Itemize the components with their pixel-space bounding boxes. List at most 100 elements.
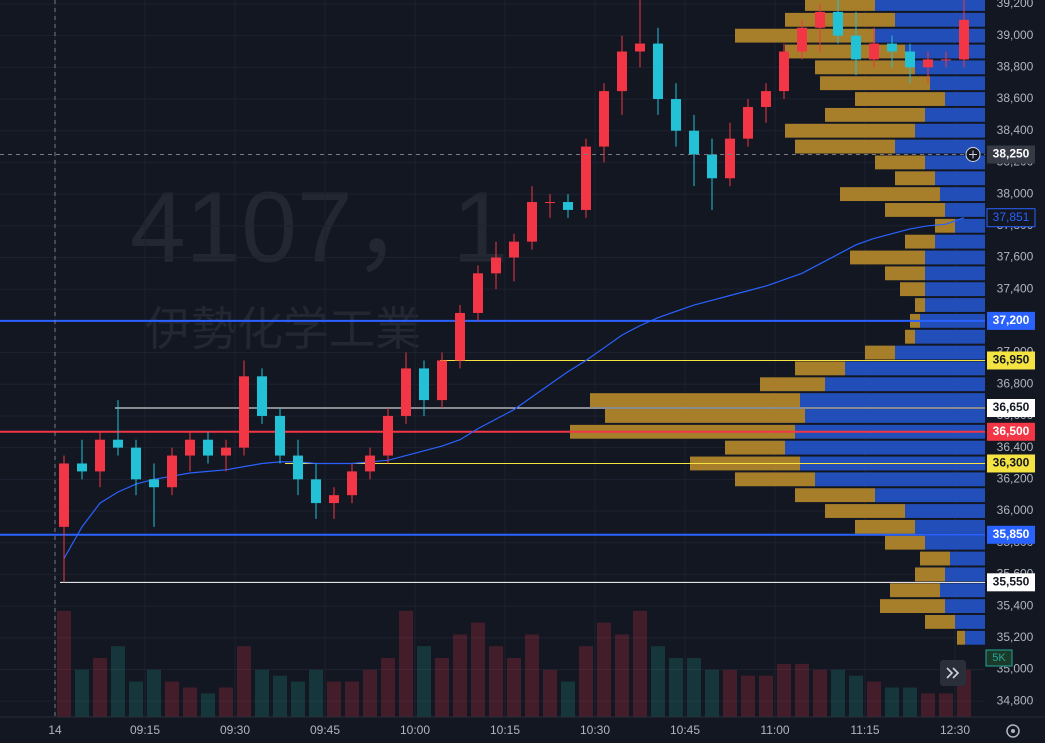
profile-blue (905, 44, 985, 59)
profile-blue (815, 472, 985, 487)
volume-bar (723, 669, 737, 717)
profile-blue (895, 139, 985, 154)
candle-body (509, 241, 519, 258)
volume-tick-box (985, 649, 1013, 667)
volume-bar (849, 675, 863, 717)
profile-gold (865, 345, 895, 360)
profile-gold (855, 519, 915, 534)
profile-blue (825, 377, 985, 392)
candle-body (185, 439, 195, 456)
volume-layer (57, 610, 971, 717)
profile-gold (725, 440, 785, 455)
x-tick-label: 10:45 (670, 723, 700, 737)
y-tick-label: 36,200 (997, 471, 1034, 485)
y-tick-label: 38,400 (997, 123, 1034, 137)
candle-body (653, 43, 663, 100)
x-tick-label: 11:15 (850, 723, 879, 737)
volume-bar (885, 687, 899, 717)
profile-gold (735, 472, 815, 487)
candle-body (257, 376, 267, 416)
profile-blue (805, 409, 985, 423)
candle-body (941, 59, 951, 61)
candle-body (311, 479, 321, 504)
candle-body (383, 415, 393, 456)
settings-icon-dot[interactable] (1011, 729, 1015, 733)
profile-gold (905, 329, 915, 344)
candle-body (797, 27, 807, 52)
volume-bar (291, 681, 305, 717)
profile-gold (905, 234, 935, 249)
candle-body (689, 130, 699, 155)
level-label-bg (987, 311, 1035, 330)
volume-bar (471, 622, 485, 717)
profile-blue (935, 234, 985, 249)
watermark-symbol: 4107，1 (130, 171, 508, 283)
level-label: 36,650 (993, 400, 1030, 414)
volume-bar (597, 622, 611, 717)
profile-blue (945, 599, 985, 614)
profile-blue (925, 535, 985, 550)
profile-gold (795, 139, 895, 154)
candle-body (95, 439, 105, 472)
candle-body (815, 11, 825, 28)
volume-bar (363, 669, 377, 717)
profile-gold (795, 488, 875, 503)
volume-bar (759, 675, 773, 717)
profile-gold (825, 107, 925, 122)
profile-gold (795, 361, 845, 376)
level-label: 35,550 (993, 574, 1030, 588)
level-label-bg (987, 573, 1035, 592)
y-tick-label: 39,000 (997, 28, 1034, 42)
watermark-name: 伊勢化学工業 (145, 303, 421, 355)
x-tick-label: 09:45 (310, 723, 340, 737)
volume-bar (867, 681, 881, 717)
candle-body (149, 479, 159, 488)
profile-gold (925, 615, 955, 629)
level-label-bg (987, 422, 1035, 441)
scroll-button[interactable] (940, 660, 966, 686)
volume-bar (255, 669, 269, 717)
vwap-line (63, 217, 965, 559)
y-tick-label: 35,200 (997, 630, 1034, 644)
y-tick-label: 36,800 (997, 376, 1034, 390)
profile-blue (940, 583, 985, 598)
candle-body (437, 360, 447, 401)
profile-gold (957, 630, 965, 645)
candle-body (419, 368, 429, 401)
volume-bar (237, 646, 251, 717)
candle-body (365, 455, 375, 472)
settings-icon[interactable] (1006, 724, 1020, 738)
volume-bar (633, 610, 647, 717)
volume-bar (219, 687, 233, 717)
profile-blue (905, 504, 985, 518)
candle-body (275, 415, 285, 456)
candle-body (131, 447, 141, 480)
volume-bar (327, 681, 341, 717)
volume-bar (165, 681, 179, 717)
y-tick-label: 38,000 (997, 186, 1034, 200)
profile-gold (760, 377, 825, 392)
settings-button[interactable] (1006, 724, 1020, 738)
candle-body (77, 463, 87, 472)
profile-blue (925, 298, 985, 312)
profile-gold (880, 599, 945, 614)
profile-blue (955, 615, 985, 629)
candle-body (617, 51, 627, 92)
profile-gold (820, 76, 930, 91)
profile-gold (855, 92, 945, 106)
x-tick-label: 10:00 (400, 723, 430, 737)
x-tick-label: 11:00 (760, 723, 789, 737)
candle-body (59, 463, 69, 527)
volume-bar (183, 687, 197, 717)
profile-blue (925, 266, 985, 281)
candle-body (635, 43, 645, 52)
level-label-bg (987, 454, 1035, 473)
y-tick-label: 37,400 (997, 281, 1034, 295)
profile-blue (875, 0, 985, 11)
candle-body (905, 51, 915, 68)
candle-body (239, 376, 249, 448)
volume-bar (75, 669, 89, 717)
scroll-icon[interactable] (946, 667, 960, 679)
candle-body (167, 455, 177, 488)
